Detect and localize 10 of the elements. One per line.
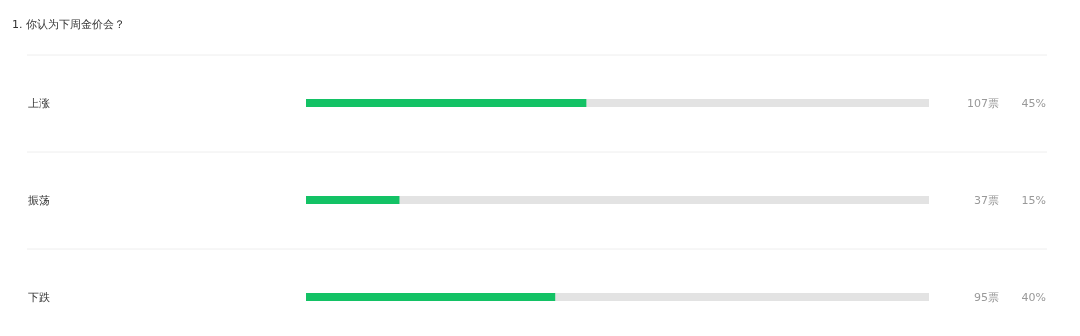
text: 1. 你认为下周金价会？ — [12, 18, 125, 31]
data-label: 15% — [1021, 194, 1046, 207]
text: 95票 — [974, 291, 999, 304]
y-tick-label: 下跌 — [28, 291, 50, 304]
y-tick-label: 上涨 — [28, 97, 50, 110]
data-label: 40% — [1021, 291, 1046, 304]
data-label: 45% — [1021, 97, 1046, 110]
y-tick-label: 振荡 — [28, 194, 50, 207]
text: 107票 — [967, 97, 999, 110]
text: 37票 — [974, 194, 999, 207]
